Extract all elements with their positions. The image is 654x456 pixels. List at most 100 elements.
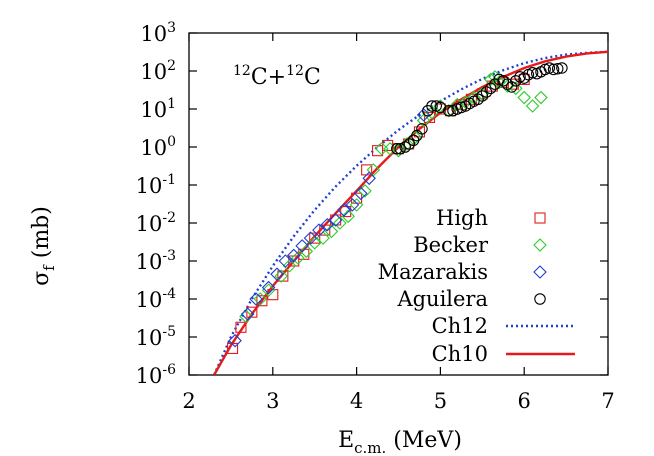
point-mazarakis	[295, 239, 309, 253]
point-becker	[383, 141, 397, 156]
point-mazarakis	[240, 307, 255, 321]
point-becker	[341, 209, 355, 224]
curve-ch10	[213, 50, 608, 375]
point-becker	[374, 141, 389, 156]
point-becker	[282, 258, 297, 273]
x-tick-label: 3	[266, 389, 279, 413]
point-high	[423, 111, 436, 123]
point-aguilera	[510, 75, 522, 87]
point-becker	[492, 75, 506, 90]
point-aguilera	[514, 71, 526, 83]
point-aguilera	[416, 123, 428, 135]
y-tick-label: 10-1	[136, 172, 176, 198]
legend-marker-mazarakis	[533, 265, 547, 279]
point-mazarakis	[328, 213, 343, 227]
legend-marker-becker	[533, 238, 547, 252]
y-tick-label: 10-2	[136, 210, 176, 236]
point-mazarakis	[337, 203, 351, 217]
y-axis-title-rest: (mb)	[29, 206, 54, 265]
legend-label-ch12: Ch12	[432, 314, 488, 338]
legend-marker-aguilera	[534, 293, 546, 305]
y-tick-label: 101	[140, 96, 176, 122]
panel-label-base1: C+	[251, 65, 286, 90]
point-aguilera	[394, 142, 406, 155]
panel-label-sup1: 12	[233, 63, 251, 79]
point-aguilera	[556, 62, 568, 74]
x-tick-label: 5	[434, 389, 447, 413]
y-tick-label: 10-6	[136, 362, 176, 388]
point-mazarakis	[228, 333, 242, 348]
x-axis-title-base: E	[338, 428, 354, 453]
point-becker	[299, 244, 314, 259]
point-aguilera	[551, 62, 564, 75]
plot-frame	[188, 32, 609, 376]
point-mazarakis	[416, 108, 431, 122]
point-high	[319, 224, 331, 236]
y-tick-label: 103	[140, 20, 176, 46]
axes: 2 3 4 5 6 7 10-6 10-5 10-4 10-3 10-2 10-1 100 101 102 1…	[136, 20, 615, 413]
legend-label-ch10: Ch10	[432, 342, 488, 366]
point-becker	[324, 224, 339, 239]
y-tick-label: 10-4	[136, 286, 176, 312]
point-becker	[333, 216, 347, 230]
y-tick-label: 102	[140, 58, 176, 84]
point-mazarakis	[261, 280, 276, 295]
x-tick-label: 2	[182, 389, 195, 413]
point-becker	[349, 198, 364, 212]
point-aguilera	[547, 63, 560, 76]
point-becker	[358, 184, 372, 198]
point-becker	[291, 251, 305, 265]
point-mazarakis	[354, 186, 368, 201]
point-becker	[261, 283, 276, 298]
point-high	[235, 321, 247, 333]
point-mazarakis	[286, 248, 301, 263]
x-axis-title: Ec.m. (MeV)	[338, 428, 462, 456]
point-aguilera	[526, 66, 539, 79]
point-aguilera	[472, 93, 484, 106]
y-axis-title: σf (mb)	[29, 206, 58, 286]
y-axis-title-sub: f	[40, 264, 58, 271]
point-becker	[517, 90, 531, 105]
point-becker	[442, 103, 456, 118]
point-aguilera	[426, 100, 438, 112]
point-becker	[416, 113, 431, 128]
panel-label: 12C+12C	[233, 63, 321, 90]
point-becker	[458, 95, 473, 110]
legend-label-becker: Becker	[413, 233, 489, 257]
legend-label-high: High	[436, 206, 488, 230]
x-tick-label: 6	[518, 389, 531, 413]
x-tick-label: 7	[601, 389, 614, 413]
point-high	[340, 206, 352, 218]
point-aguilera	[476, 90, 489, 102]
point-aguilera	[391, 142, 403, 155]
point-becker	[525, 99, 540, 113]
point-becker	[253, 292, 268, 306]
point-aguilera	[484, 82, 497, 95]
point-mazarakis	[270, 267, 284, 281]
point-mazarakis	[303, 231, 318, 245]
legend: High Becker Mazarakis Aguilera Ch12 Ch10	[378, 206, 575, 366]
curve-ch12	[213, 50, 608, 375]
point-aguilera	[443, 104, 455, 117]
point-mazarakis	[312, 223, 326, 237]
x-axis-title-rest: (MeV)	[386, 428, 462, 453]
point-aguilera	[497, 75, 509, 87]
point-becker	[274, 269, 288, 283]
point-aguilera	[505, 81, 518, 93]
legend-label-mazarakis: Mazarakis	[378, 260, 488, 284]
point-mazarakis	[249, 292, 263, 306]
y-tick-label: 100	[140, 134, 176, 160]
data-points	[227, 62, 568, 354]
point-high	[309, 232, 321, 244]
panel-label-sup2: 12	[286, 63, 304, 79]
point-aguilera	[403, 138, 416, 150]
point-mazarakis	[320, 217, 335, 232]
legend-label-aguilera: Aguilera	[396, 287, 488, 311]
point-aguilera	[480, 86, 493, 98]
legend-marker-high	[534, 212, 546, 224]
point-mazarakis	[278, 254, 293, 268]
x-tick-label: 4	[350, 389, 363, 413]
point-becker	[534, 90, 548, 105]
model-curves	[213, 50, 608, 375]
